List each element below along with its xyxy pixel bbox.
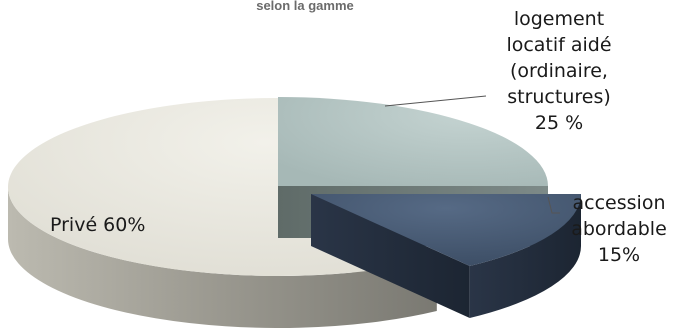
slice-label-line: 25 % <box>534 112 584 134</box>
slice-label-accession: accession abordable 15% <box>560 190 678 268</box>
slice-label-logement-locatif: logement locatif aidé (ordinaire, structure… <box>484 6 634 136</box>
slice-label-line: accession <box>572 192 666 214</box>
slice-label-line: abordable <box>571 218 667 240</box>
slice-label-line: locatif aidé <box>506 34 612 56</box>
leader-line-accession <box>547 196 560 214</box>
slice-label-line: logement <box>513 8 605 30</box>
slice-label-line: structures) <box>507 86 611 108</box>
leader-line-logement-locatif <box>384 95 487 107</box>
slice-label-line: 15% <box>597 244 641 266</box>
slice-label-line: Privé 60% <box>50 214 146 236</box>
slice-accession <box>311 194 581 319</box>
slice-label-prive: Privé 60% <box>50 212 190 238</box>
chart-title: selon la gamme <box>256 0 354 13</box>
slice-label-line: (ordinaire, <box>510 60 608 82</box>
